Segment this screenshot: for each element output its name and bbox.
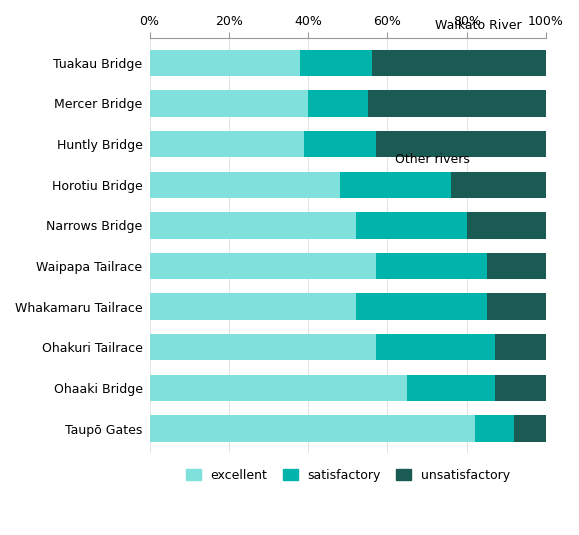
Bar xyxy=(494,374,546,401)
Text: Waikato River: Waikato River xyxy=(435,19,522,32)
Bar xyxy=(149,415,475,442)
Bar xyxy=(304,131,376,157)
Bar xyxy=(340,172,451,198)
Bar xyxy=(467,212,546,239)
Bar xyxy=(356,293,486,320)
Bar xyxy=(376,334,494,361)
Bar xyxy=(494,334,546,361)
Text: Other rivers: Other rivers xyxy=(395,154,470,166)
Bar xyxy=(451,172,546,198)
Bar xyxy=(149,253,376,279)
Bar xyxy=(376,253,486,279)
Bar xyxy=(149,50,301,76)
Bar xyxy=(149,131,304,157)
Bar xyxy=(149,212,356,239)
Bar xyxy=(356,212,467,239)
Legend: excellent, satisfactory, unsatisfactory: excellent, satisfactory, unsatisfactory xyxy=(179,463,516,488)
Bar xyxy=(149,374,407,401)
Bar xyxy=(372,50,546,76)
Bar xyxy=(475,415,514,442)
Bar xyxy=(486,253,546,279)
Bar xyxy=(149,293,356,320)
Bar xyxy=(514,415,546,442)
Bar xyxy=(308,90,368,117)
Bar xyxy=(149,90,308,117)
Bar xyxy=(301,50,372,76)
Bar xyxy=(368,90,546,117)
Bar xyxy=(486,293,546,320)
Bar xyxy=(149,172,340,198)
Bar xyxy=(149,334,376,361)
Bar xyxy=(407,374,494,401)
Bar xyxy=(376,131,546,157)
